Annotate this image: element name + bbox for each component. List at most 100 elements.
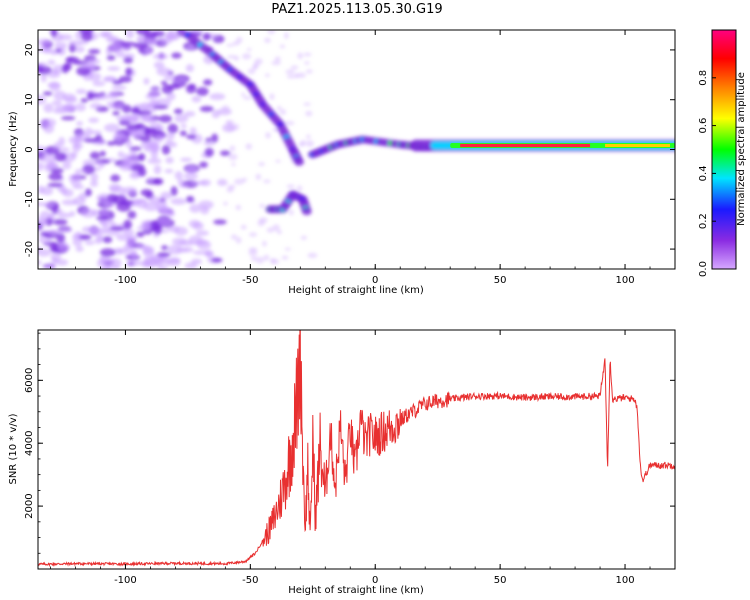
heatmap-cell xyxy=(179,130,187,137)
heatmap-cell xyxy=(83,138,100,143)
heatmap-cell xyxy=(294,157,305,166)
heatmap-cell xyxy=(279,109,287,116)
heatmap-cell xyxy=(243,96,252,100)
heatmap-cell xyxy=(167,123,179,134)
heatmap-cell xyxy=(38,185,45,195)
heatmap-cell xyxy=(248,232,258,237)
heatmap-cell xyxy=(100,208,109,218)
heatmap-cell xyxy=(164,168,174,174)
heatmap-cell xyxy=(153,104,169,110)
heatmap-cell xyxy=(74,168,87,174)
heatmap-cell xyxy=(234,178,244,185)
heatmap-cell xyxy=(109,226,125,231)
heatmap-cell xyxy=(81,208,96,218)
heatmap-cell xyxy=(142,246,154,254)
heatmap-cell xyxy=(158,114,172,123)
heatmap-cell xyxy=(186,134,197,140)
x-tick-label: 50 xyxy=(494,275,507,286)
heatmap-cell xyxy=(305,110,313,117)
heatmap-cell xyxy=(84,240,95,246)
snr-frame xyxy=(37,329,676,570)
heatmap-cell xyxy=(60,115,76,121)
heatmap-cell xyxy=(157,218,171,226)
heatmap-cell xyxy=(156,252,171,258)
heatmap-cell xyxy=(170,197,187,205)
heatmap-cell xyxy=(90,172,99,183)
heatmap-cell xyxy=(276,105,282,111)
heatmap-cell xyxy=(49,81,61,92)
heatmap-cell xyxy=(173,108,183,115)
heatmap-cell xyxy=(122,186,138,195)
y-tick-label: 0 xyxy=(24,146,35,152)
heatmap-cell xyxy=(191,95,202,103)
heatmap-cell xyxy=(126,259,142,267)
heatmap-cell xyxy=(51,100,63,106)
heatmap-cell xyxy=(144,46,153,55)
heatmap-cell xyxy=(144,258,160,268)
heatmap-cell xyxy=(241,53,252,60)
heatmap-cell xyxy=(269,93,275,101)
heatmap-cell xyxy=(185,64,194,73)
heatmap-cell xyxy=(40,73,47,83)
heatmap-cell xyxy=(189,204,201,213)
heatmap-cell xyxy=(106,193,119,203)
heatmap-cell xyxy=(155,98,172,108)
heatmap-cell xyxy=(147,36,158,47)
heatmap-cell xyxy=(125,67,133,76)
x-tick-label: -100 xyxy=(114,275,137,286)
colorbar-tick-label: 0.2 xyxy=(698,213,709,229)
colorbar-ticks: 0.0 0.2 0.4 0.6 0.8 xyxy=(698,70,716,277)
heatmap-cell xyxy=(219,150,231,157)
heatmap-cell xyxy=(76,121,84,126)
heatmap-cell xyxy=(43,103,54,113)
x-tick-label: 50 xyxy=(494,575,507,586)
heatmap-cell xyxy=(271,60,282,66)
heatmap-cell xyxy=(114,47,124,58)
heatmap-cell xyxy=(204,250,215,258)
heatmap-cell xyxy=(100,248,116,257)
snr-ticks: -100 -50 0 50 100 2000 4000 6000 xyxy=(24,330,676,586)
heatmap-cell xyxy=(305,69,313,74)
heatmap-cell xyxy=(64,62,72,71)
heatmap-cell xyxy=(47,182,63,188)
heatmap-cell xyxy=(160,191,173,200)
heatmap-cell xyxy=(132,131,143,137)
y-tick-label: 2000 xyxy=(24,493,35,518)
heatmap-cell xyxy=(199,161,208,169)
heatmap-cell xyxy=(98,94,110,100)
heatmap-cell xyxy=(68,40,83,46)
heatmap-cell xyxy=(88,117,100,123)
heatmap-cell xyxy=(41,118,57,128)
heatmap-cell xyxy=(171,52,182,59)
heatmap-cell xyxy=(56,147,70,152)
heatmap-cell xyxy=(267,30,276,35)
heatmap-cell xyxy=(140,102,153,110)
heatmap-cell xyxy=(281,255,289,260)
heatmap-cell xyxy=(161,205,169,215)
heatmap-cell xyxy=(298,141,305,147)
heatmap-cell xyxy=(144,128,152,137)
heatmap-cell xyxy=(226,55,237,59)
heatmap-cell xyxy=(230,234,238,240)
heatmap-cell xyxy=(101,224,109,235)
colorbar: 0.0 0.2 0.4 0.6 0.8 Normalized spectral ampl… xyxy=(698,29,747,277)
heatmap-cell xyxy=(75,88,87,95)
heatmap-cell xyxy=(81,31,93,42)
heatmap-cell xyxy=(102,236,113,244)
heatmap-cell xyxy=(205,137,212,143)
heatmap-cell xyxy=(106,55,116,61)
heatmap-cell xyxy=(125,139,133,148)
heatmap-cell xyxy=(186,45,195,50)
heatmap-cell xyxy=(69,211,76,217)
heatmap-cell xyxy=(303,102,311,106)
heatmap-cell xyxy=(156,133,166,140)
snr-line xyxy=(38,330,675,568)
heatmap-cell xyxy=(90,130,102,135)
heatmap-cell xyxy=(43,123,55,134)
heatmap-cell xyxy=(104,257,116,265)
heatmap-cell xyxy=(259,203,265,209)
heatmap-cell xyxy=(38,248,51,257)
heatmap-cell xyxy=(96,260,106,267)
